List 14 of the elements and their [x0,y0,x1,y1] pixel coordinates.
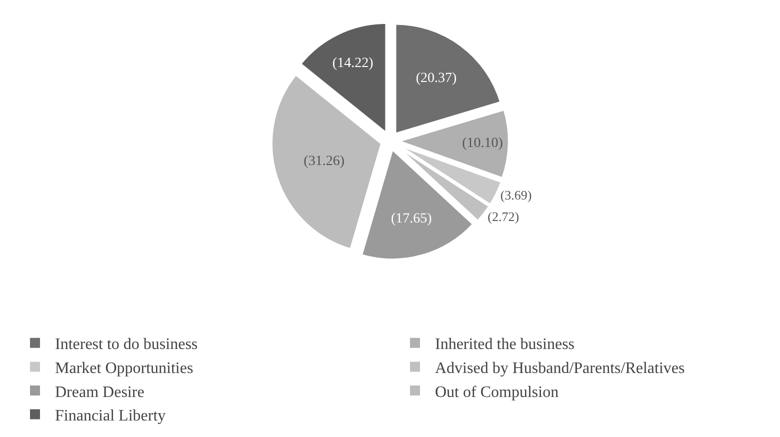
data-label: (20.37) [416,71,457,86]
legend-label: Market Opportunities [55,360,194,377]
data-label: (14.22) [332,56,374,72]
data-label: (31.26) [304,154,345,170]
data-label: (10.10) [462,136,504,151]
legend-label: Dream Desire [55,384,144,401]
legend-label: Out of Compulsion [435,384,559,401]
data-label: (2.72) [488,209,520,224]
data-label: (17.65) [391,211,432,226]
legend-label: Inherited the business [435,336,575,354]
legend-label: Financial Liberty [55,408,166,425]
legend-label: Interest to do business [55,336,198,354]
legend-label: Advised by Husband/Parents/Relatives [435,360,685,377]
data-label: (3.69) [500,188,532,203]
